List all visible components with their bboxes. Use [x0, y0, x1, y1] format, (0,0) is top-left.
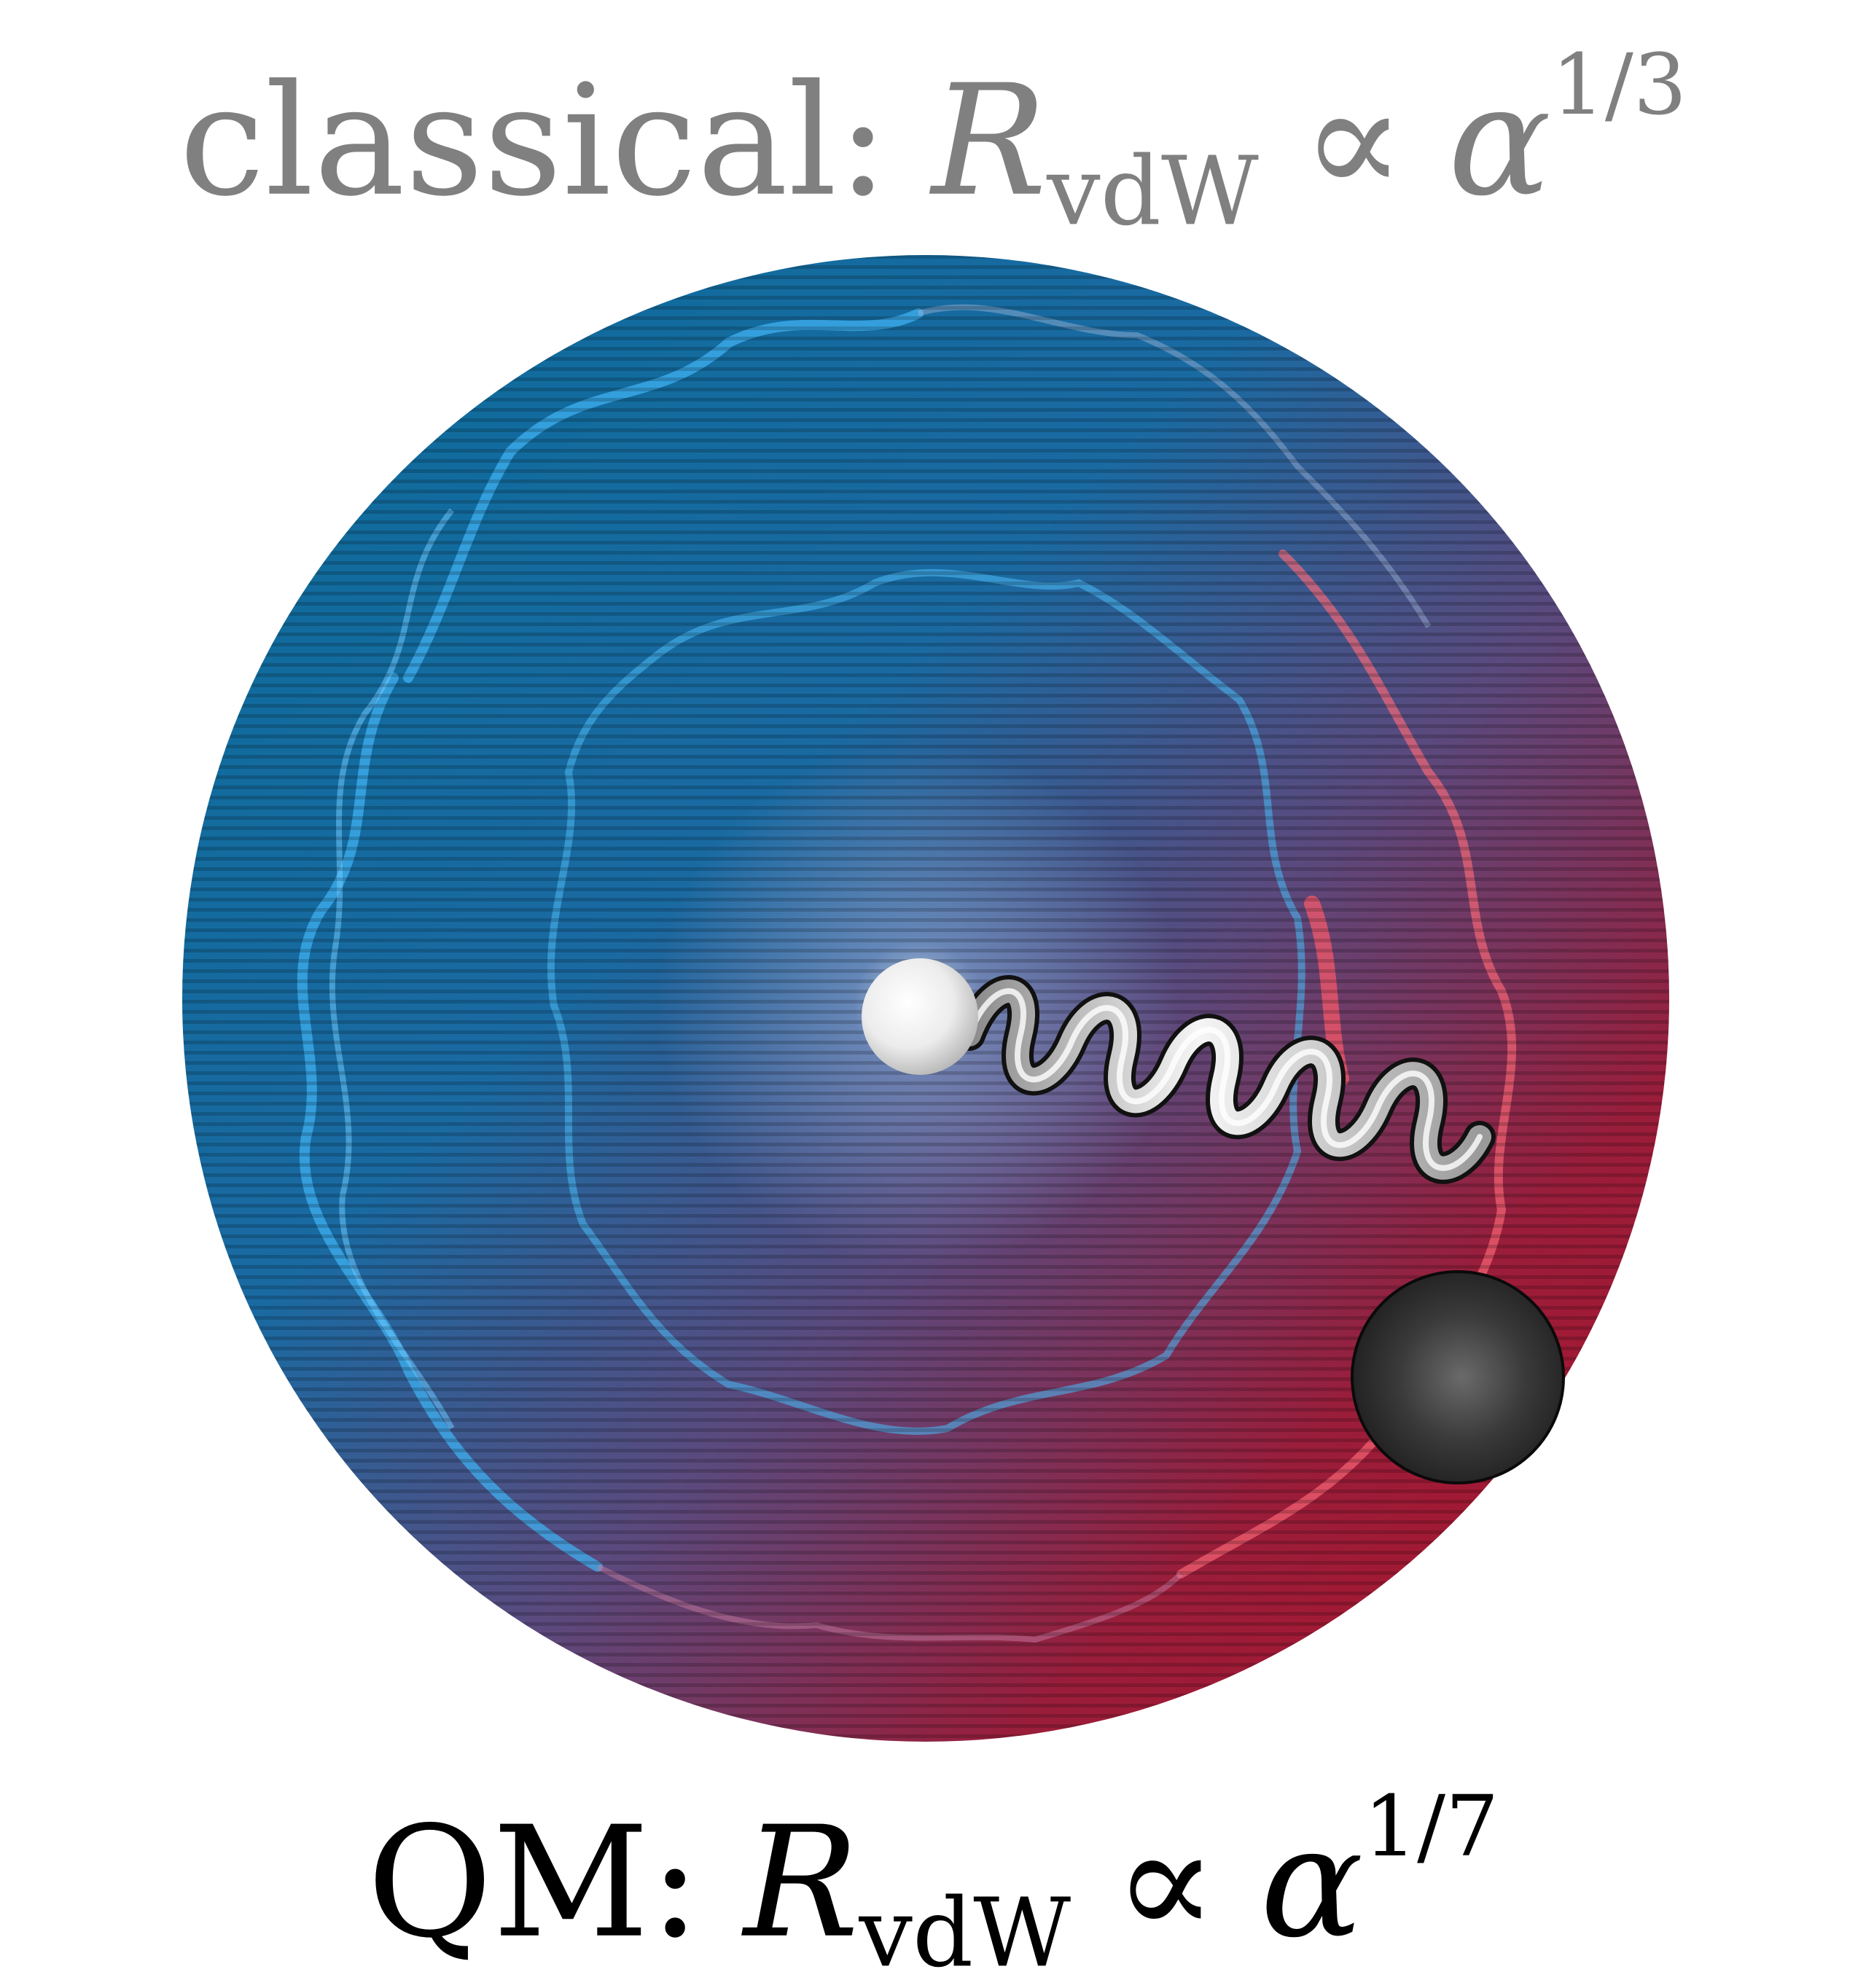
- polarizability-symbol: α: [1448, 51, 1552, 230]
- qm-radius-subscript: vdW: [859, 1877, 1071, 1988]
- nucleus-ball-icon: [862, 958, 978, 1075]
- qm-label: QM:: [367, 1793, 701, 1972]
- radius-symbol: R: [931, 51, 1047, 230]
- qm-formula: QM: RvdW ∝ α1/7: [0, 1785, 1866, 1981]
- classical-label: classical:: [179, 51, 889, 230]
- classical-formula: classical: RvdW ∝ α1/3: [0, 43, 1866, 239]
- qm-proportional-symbol: ∝: [1113, 1793, 1217, 1972]
- spring-highlight: [967, 988, 1483, 1171]
- proportional-symbol: ∝: [1301, 51, 1405, 230]
- radius-subscript: vdW: [1047, 136, 1259, 247]
- drude-particle-ball-icon: [1351, 1270, 1565, 1484]
- classical-exponent: 1/3: [1551, 36, 1687, 134]
- qm-polarizability-symbol: α: [1260, 1793, 1364, 1972]
- qm-radius-symbol: R: [743, 1793, 859, 1972]
- qm-exponent: 1/7: [1363, 1778, 1499, 1876]
- spring-coil: [953, 975, 1496, 1184]
